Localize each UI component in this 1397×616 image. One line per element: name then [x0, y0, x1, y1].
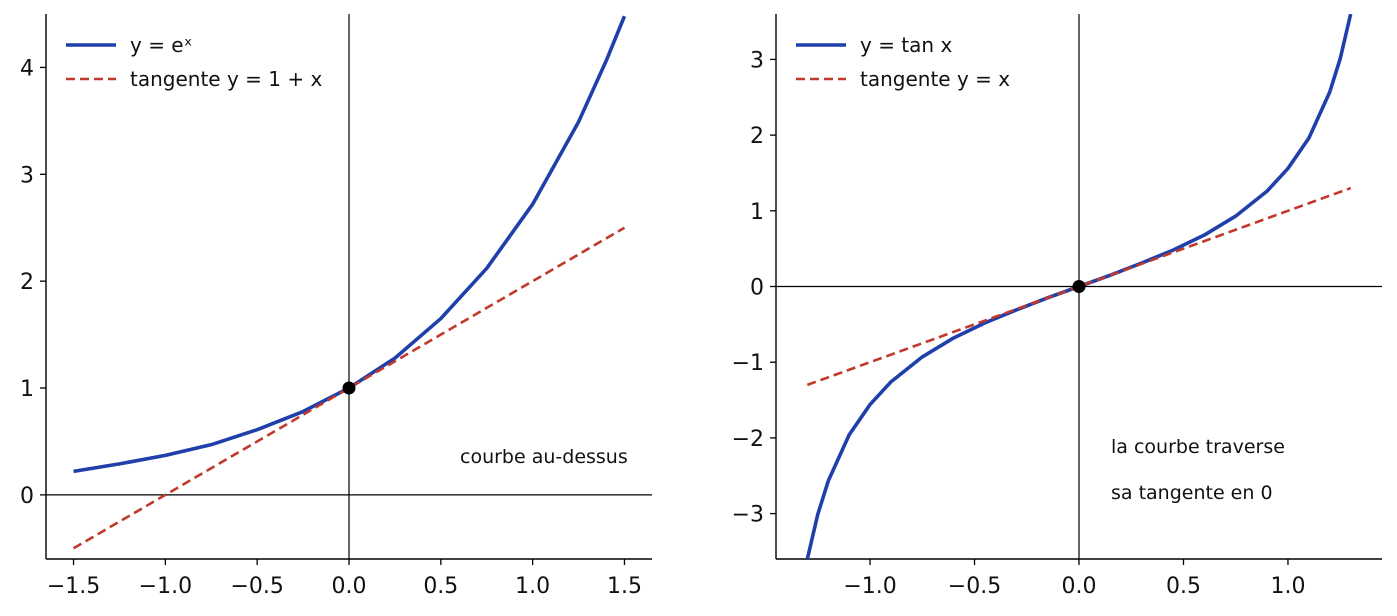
annotation-text: sa tangente en 0 [1111, 482, 1273, 504]
y-tick-label: 1 [20, 377, 34, 402]
x-tick-label: −0.5 [230, 574, 283, 599]
y-tick-label: 3 [750, 48, 764, 73]
curve-line [73, 15, 627, 474]
tangent-line [72, 226, 626, 550]
annotation-text: courbe au-dessus [460, 446, 628, 468]
chart-panel-2: −1.0 −0.5 0.0 0.5 1.0 −3 −2 −1 0 1 2 3 y = tan x tang… [732, 14, 1382, 599]
chart-panel-1: −1.5 −1.0 −0.5 0.0 0.5 1.0 1.5 0 1 2 3 4 y = eˣ tange… [20, 14, 652, 599]
x-tick-label: −1.0 [139, 574, 192, 599]
y-tick-label: 3 [20, 163, 34, 188]
legend-label: y = eˣ [130, 33, 193, 57]
x-tick-label: −1.0 [843, 574, 896, 599]
y-tick-label: 4 [20, 56, 34, 81]
y-tick-label: 1 [750, 200, 764, 225]
y-tick-label: −1 [732, 351, 764, 376]
tangent-point [342, 381, 356, 395]
legend-label: tangente y = 1 + x [130, 67, 322, 91]
x-tick-label: 1.5 [607, 574, 642, 599]
x-tick-label: 1.0 [515, 574, 550, 599]
y-tick-label: 2 [20, 270, 34, 295]
x-tick-label: 0.0 [1062, 574, 1097, 599]
legend-label: y = tan x [860, 33, 952, 57]
annotation-text: la courbe traverse [1111, 436, 1285, 458]
x-tick-label: 0.5 [423, 574, 458, 599]
y-tick-label: 0 [20, 484, 34, 509]
y-tick-label: −2 [732, 427, 764, 452]
x-tick-label: 1.0 [1270, 574, 1305, 599]
x-tick-label: 0.5 [1166, 574, 1201, 599]
x-tick-label: −1.5 [47, 574, 100, 599]
y-tick-label: −3 [732, 503, 764, 528]
x-tick-label: −0.5 [948, 574, 1001, 599]
tangent-point [1072, 280, 1086, 293]
x-tick-label: 0.0 [332, 574, 367, 599]
legend-label: tangente y = x [860, 67, 1010, 91]
y-tick-label: 0 [750, 276, 764, 301]
y-tick-label: 2 [750, 124, 764, 149]
